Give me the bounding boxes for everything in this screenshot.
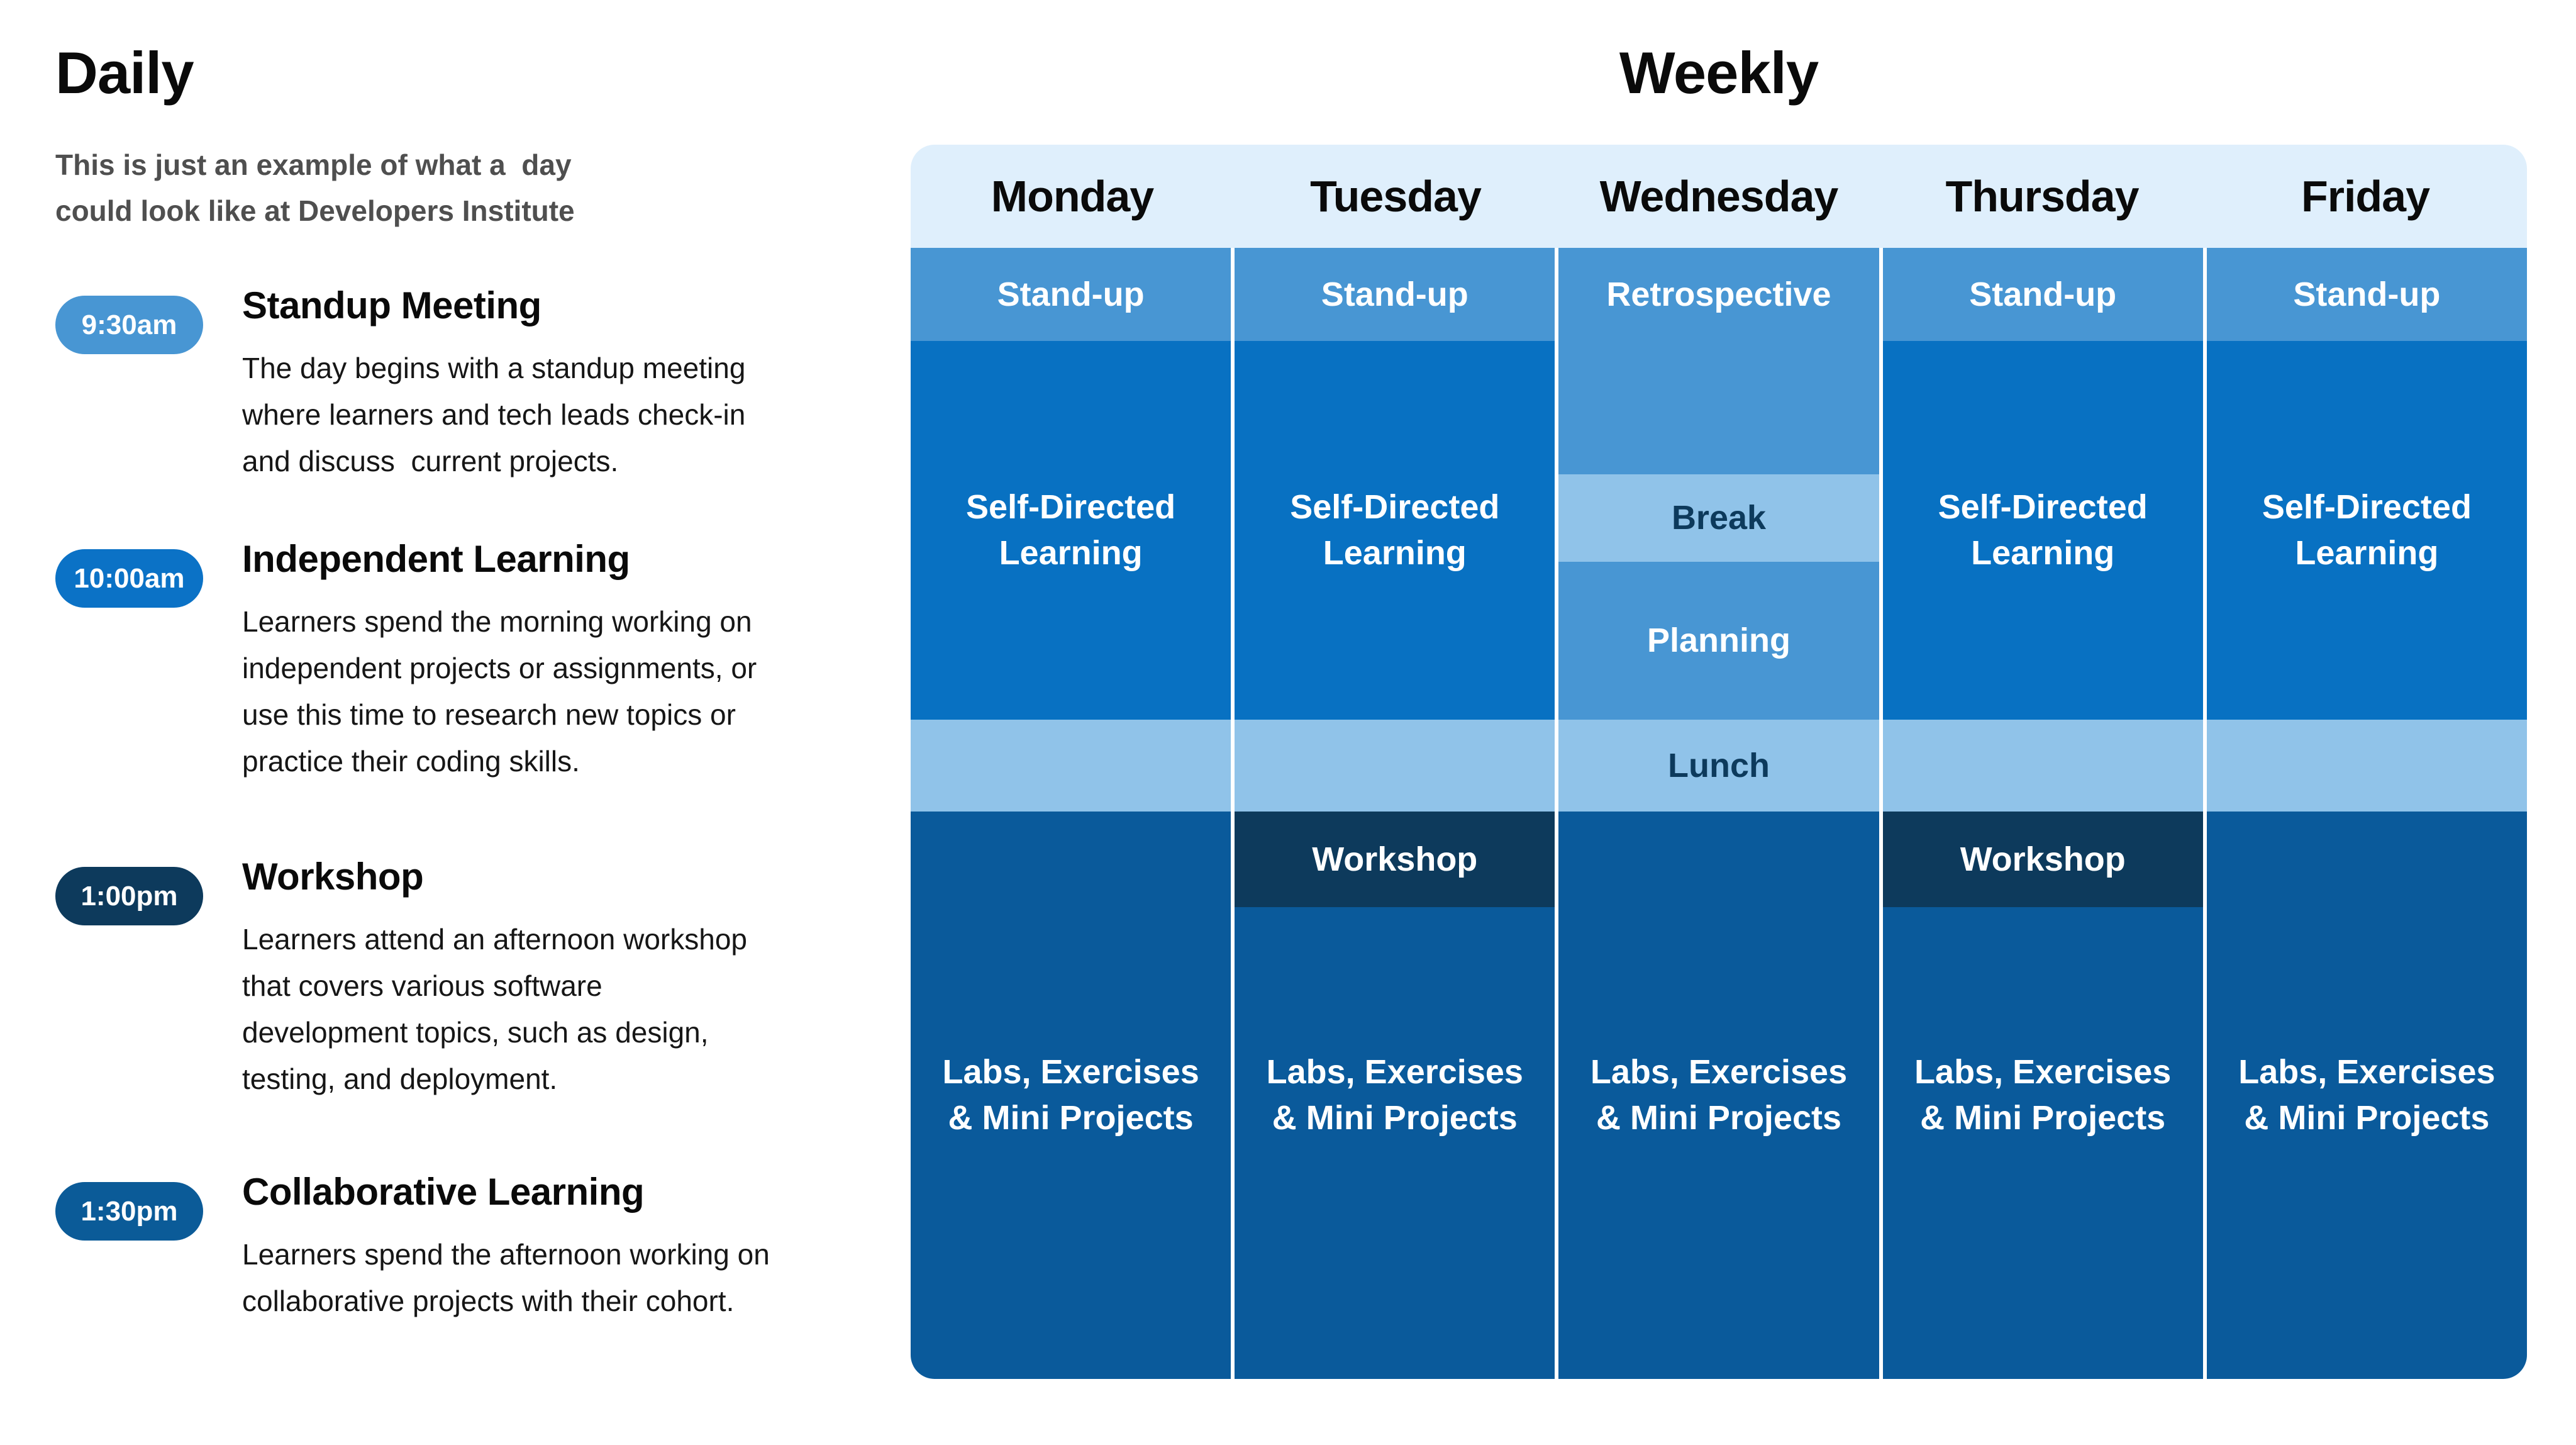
cell-standup: Stand-up (2206, 248, 2527, 341)
cell-labs: Workshop Labs, Exercises & Mini Projects (1882, 812, 2203, 1379)
cell-lunch-empty (1235, 720, 1555, 812)
cell-labs: Labs, Exercises & Mini Projects (2206, 812, 2527, 1379)
entry-body: Standup Meeting The day begins with a st… (242, 283, 865, 484)
weekly-schedule-table: Monday Tuesday Wednesday Thursday Friday… (911, 145, 2527, 1379)
column-thursday: Stand-up Self-Directed Learning Workshop… (1882, 248, 2203, 1379)
labs-label: Labs, Exercises & Mini Projects (942, 1053, 1199, 1137)
entry-title: Workshop (242, 856, 424, 898)
cell-planning: Planning (1558, 562, 1879, 720)
time-badge: 1:30pm (55, 1182, 203, 1241)
column-wednesday: Retrospective Break Planning Lunch Labs,… (1558, 248, 1879, 1379)
weekly-title: Weekly (1619, 40, 1819, 106)
cell-self-directed-learning: Self-Directed Learning (1235, 341, 1555, 720)
entry-title: Independent Learning (242, 538, 630, 580)
entry-body: Collaborative Learning Learners spend th… (242, 1169, 865, 1324)
daily-entry-workshop: 1:00pm Workshop Learners attend an after… (55, 854, 865, 1102)
column-tuesday: Stand-up Self-Directed Learning Workshop… (1235, 248, 1555, 1379)
cell-standup: Stand-up (911, 248, 1231, 341)
cell-workshop: Workshop (1235, 812, 1555, 907)
time-badge: 1:00pm (55, 867, 203, 925)
daily-entry-collaborative-learning: 1:30pm Collaborative Learning Learners s… (55, 1169, 865, 1324)
daily-entry-independent-learning: 10:00am Independent Learning Learners sp… (55, 537, 865, 784)
day-header-thursday: Thursday (1945, 172, 2139, 221)
day-header-monday: Monday (991, 172, 1154, 221)
cell-self-directed-learning: Self-Directed Learning (1882, 341, 2203, 720)
weekly-body: Stand-up Self-Directed Learning Labs, Ex… (911, 248, 2527, 1379)
entry-title: Standup Meeting (242, 284, 541, 326)
day-header-friday: Friday (2301, 172, 2430, 221)
entry-body: Independent Learning Learners spend the … (242, 537, 865, 784)
cell-retrospective: Retrospective (1558, 248, 1879, 474)
day-header-wednesday: Wednesday (1599, 172, 1839, 221)
cell-labs: Labs, Exercises & Mini Projects (911, 812, 1231, 1379)
labs-label: Labs, Exercises & Mini Projects (1914, 1053, 2172, 1137)
cell-workshop: Workshop (1882, 812, 2203, 907)
cell-lunch-empty (911, 720, 1231, 812)
cell-lunch-empty (1882, 720, 2203, 812)
daily-title: Daily (55, 40, 194, 106)
cell-standup: Stand-up (1882, 248, 2203, 341)
column-friday: Stand-up Self-Directed Learning Labs, Ex… (2206, 248, 2527, 1379)
labs-label: Labs, Exercises & Mini Projects (1590, 1053, 1848, 1137)
entry-description: The day begins with a standup meeting wh… (242, 352, 746, 477)
entry-body: Workshop Learners attend an afternoon wo… (242, 854, 865, 1102)
time-badge: 9:30am (55, 296, 203, 354)
entry-description: Learners attend an afternoon workshop th… (242, 923, 747, 1095)
time-badge: 10:00am (55, 549, 203, 608)
weekly-header-row: Monday Tuesday Wednesday Thursday Friday (911, 145, 2527, 248)
daily-entry-standup-meeting: 9:30am Standup Meeting The day begins wi… (55, 283, 865, 484)
entry-description: Learners spend the afternoon working on … (242, 1238, 770, 1317)
cell-self-directed-learning: Self-Directed Learning (911, 341, 1231, 720)
cell-labs: Workshop Labs, Exercises & Mini Projects (1235, 812, 1555, 1379)
cell-break: Break (1558, 474, 1879, 562)
labs-label: Labs, Exercises & Mini Projects (2238, 1053, 2496, 1137)
column-monday: Stand-up Self-Directed Learning Labs, Ex… (911, 248, 1231, 1379)
cell-standup: Stand-up (1235, 248, 1555, 341)
cell-labs: Labs, Exercises & Mini Projects (1558, 812, 1879, 1379)
cell-lunch: Lunch (1558, 720, 1879, 812)
day-header-tuesday: Tuesday (1310, 172, 1482, 221)
daily-subtitle: This is just an example of what a day co… (55, 148, 575, 227)
entry-description: Learners spend the morning working on in… (242, 605, 757, 778)
cell-self-directed-learning: Self-Directed Learning (2206, 341, 2527, 720)
cell-lunch-empty (2206, 720, 2527, 812)
entry-title: Collaborative Learning (242, 1171, 645, 1213)
labs-label: Labs, Exercises & Mini Projects (1266, 1053, 1523, 1137)
